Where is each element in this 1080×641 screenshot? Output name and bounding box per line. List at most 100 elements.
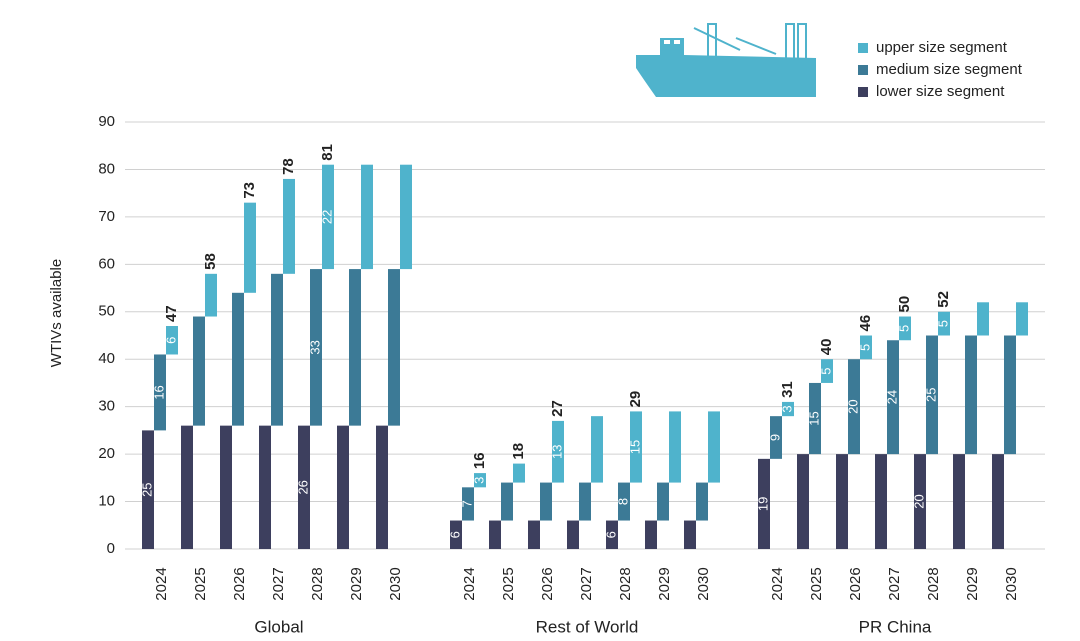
x-tick-label: 2025	[192, 567, 209, 600]
bar-segment	[193, 316, 205, 426]
legend-swatch	[858, 87, 868, 97]
y-tick-label: 40	[98, 350, 115, 367]
bar-segment	[489, 520, 501, 549]
x-tick-label: 2026	[539, 567, 556, 600]
x-tick-label: 2027	[886, 567, 903, 600]
legend-swatch	[858, 43, 868, 53]
total-label: 47	[163, 305, 180, 322]
segment-label: 6	[603, 531, 618, 538]
x-tick-label: 2027	[270, 567, 287, 600]
bar-segment	[462, 487, 474, 521]
segment-label: 25	[139, 482, 154, 496]
segment-label: 6	[447, 531, 462, 538]
y-tick-label: 0	[107, 540, 115, 557]
y-tick-label: 80	[98, 160, 115, 177]
bar-segment	[782, 401, 794, 417]
bar-segment	[645, 520, 657, 549]
x-tick-label: 2028	[617, 567, 634, 600]
bar-segment	[361, 164, 373, 270]
bar-segment	[232, 292, 244, 426]
total-label: 29	[627, 391, 644, 408]
bar-segment	[809, 382, 821, 455]
bar-segment	[1016, 302, 1028, 336]
bar-segment	[450, 520, 462, 549]
bar-segment	[669, 411, 681, 483]
bar-segment	[513, 463, 525, 483]
group-label: Rest of World	[536, 617, 639, 636]
x-tick-label: 2026	[847, 567, 864, 600]
segment-label: 25	[923, 388, 938, 402]
bar-segment	[220, 425, 232, 549]
bar-segment	[848, 359, 860, 455]
segment-label: 9	[767, 434, 782, 441]
segment-label: 19	[755, 497, 770, 511]
total-label: 40	[818, 339, 835, 356]
total-label: 78	[280, 158, 297, 175]
segment-label: 5	[818, 367, 833, 374]
bar-segment	[770, 416, 782, 459]
bar-segment	[821, 359, 833, 383]
y-tick-label: 30	[98, 398, 115, 415]
segment-label: 13	[549, 445, 564, 459]
segment-label: 20	[845, 399, 860, 413]
x-tick-label: 2030	[695, 567, 712, 600]
bar-segment	[797, 454, 809, 549]
bar-segment	[181, 425, 193, 549]
x-tick-label: 2029	[964, 567, 981, 600]
bar-segment	[965, 335, 977, 455]
legend-swatch	[858, 65, 868, 75]
segment-label: 24	[884, 390, 899, 404]
y-tick-label: 20	[98, 445, 115, 462]
segment-label: 22	[319, 210, 334, 224]
bar-segment	[501, 482, 513, 521]
segment-label: 6	[163, 337, 178, 344]
y-tick-label: 10	[98, 493, 115, 510]
x-tick-label: 2027	[578, 567, 595, 600]
bar-segment	[914, 454, 926, 549]
y-tick-label: 60	[98, 255, 115, 272]
x-tick-label: 2024	[153, 567, 170, 600]
bar-segment	[708, 411, 720, 483]
bar-segment	[696, 482, 708, 521]
x-tick-label: 2030	[1003, 567, 1020, 600]
segment-label: 5	[857, 344, 872, 351]
total-label: 52	[935, 291, 952, 308]
bar-segment	[926, 335, 938, 455]
y-tick-label: 90	[98, 113, 115, 130]
x-tick-label: 2029	[656, 567, 673, 600]
bar-segment	[758, 458, 770, 549]
y-axis-title: WTIVs available	[48, 259, 65, 367]
y-tick-label: 70	[98, 208, 115, 225]
legend-label: medium size segment	[876, 61, 1023, 78]
legend-label: lower size segment	[876, 83, 1005, 100]
x-tick-label: 2030	[387, 567, 404, 600]
total-label: 31	[779, 381, 796, 398]
total-label: 50	[896, 296, 913, 313]
bar-segment	[860, 335, 872, 360]
total-label: 46	[857, 315, 874, 332]
bar-segment	[400, 164, 412, 270]
bar-segment	[606, 520, 618, 549]
bar-segment	[271, 273, 283, 426]
bar-segment	[337, 425, 349, 549]
bar-segment	[977, 302, 989, 336]
x-tick-label: 2024	[769, 567, 786, 600]
bar-segment	[1004, 335, 1016, 455]
bar-segment	[579, 482, 591, 521]
bar-segment	[899, 316, 911, 341]
bar-segment	[310, 269, 322, 426]
segment-label: 15	[627, 440, 642, 454]
total-label: 27	[549, 400, 566, 417]
bar-segment	[630, 411, 642, 483]
bar-segment	[657, 482, 669, 521]
bar-segment	[298, 425, 310, 549]
x-tick-label: 2028	[925, 567, 942, 600]
bar-segment	[474, 473, 486, 488]
bar-segment	[591, 416, 603, 483]
segment-label: 16	[151, 385, 166, 399]
segment-label: 5	[896, 325, 911, 332]
bar-segment	[836, 454, 848, 549]
bar-segment	[142, 430, 154, 549]
bar-segment	[567, 520, 579, 549]
bar-segment	[376, 425, 388, 549]
